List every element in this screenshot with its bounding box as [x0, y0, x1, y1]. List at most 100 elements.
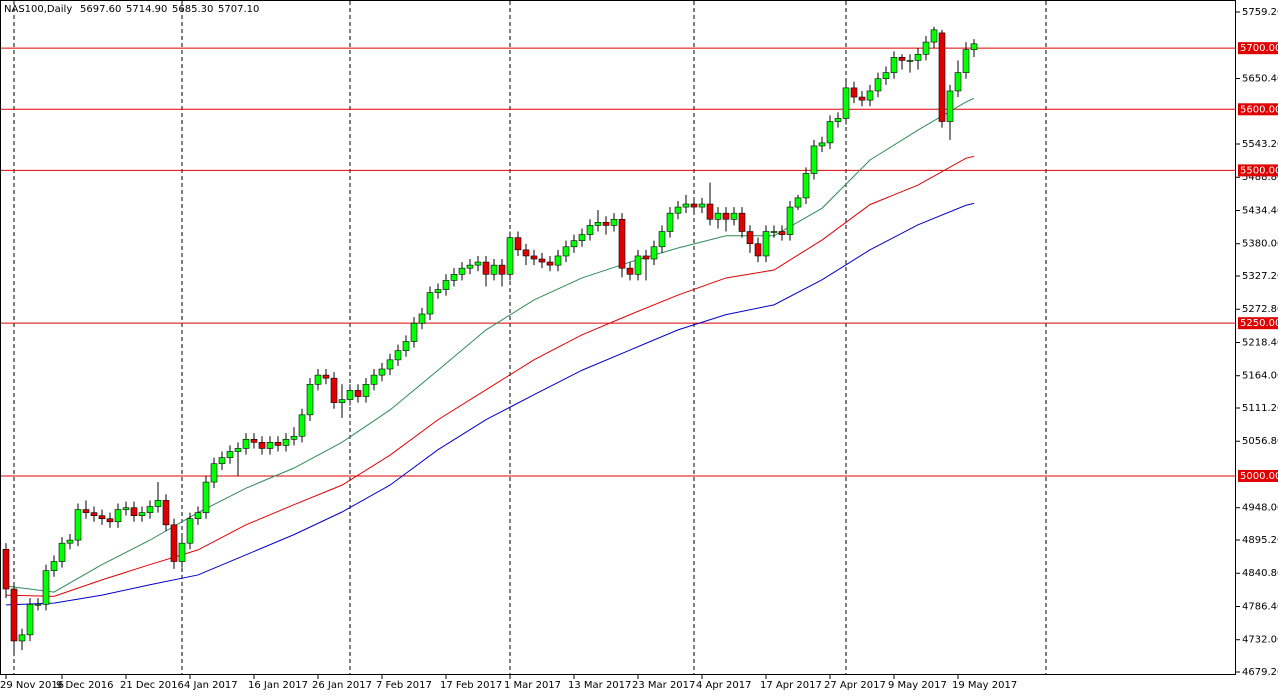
candle-body [690, 203, 698, 208]
candle-body [674, 206, 682, 214]
candle-body [122, 507, 130, 510]
y-tick-label: 4840.80 [1242, 568, 1278, 579]
x-tick-label: 29 Nov 2016 [0, 680, 64, 691]
candle-body [610, 218, 618, 226]
candle-body [506, 237, 514, 275]
candle-body [10, 588, 18, 642]
candle-body [794, 197, 802, 208]
candle-body [42, 570, 50, 605]
candle-body [770, 231, 778, 233]
candle-body [642, 255, 650, 260]
candle-body [322, 374, 330, 379]
candle-body [866, 90, 874, 101]
candle-body [74, 509, 82, 541]
candle-body [946, 90, 954, 122]
y-tick-label: 4786.40 [1242, 601, 1278, 612]
level-label: 5500.00 [1240, 165, 1278, 176]
candle-body [18, 634, 26, 642]
candle-body [826, 121, 834, 144]
candle-body [258, 442, 266, 449]
y-tick-label: 4895.20 [1242, 535, 1278, 546]
candle-body [970, 43, 978, 50]
candle-body [490, 264, 498, 275]
candle-body [522, 249, 530, 257]
candle-body [602, 222, 610, 226]
candle-body [210, 463, 218, 483]
header-text: 5685.30 [172, 4, 213, 15]
candle-body [346, 390, 354, 400]
candle-body [722, 212, 730, 220]
candle-body [2, 548, 10, 590]
candle-body [226, 451, 234, 458]
x-tick-label: 16 Jan 2017 [248, 680, 308, 691]
level-label: 5700.00 [1240, 43, 1278, 54]
candle-body [146, 506, 154, 513]
candle-body [138, 512, 146, 516]
candle-body [890, 57, 898, 73]
candle-body [338, 399, 346, 403]
candle-body [50, 561, 58, 571]
candle-body [658, 231, 666, 248]
candle-body [26, 603, 34, 636]
candle-body [498, 264, 506, 275]
candle-body [482, 261, 490, 275]
candle-body [178, 542, 186, 562]
candle-body [194, 512, 202, 520]
candle-body [746, 231, 754, 245]
candle-body [394, 350, 402, 361]
candle-body [402, 341, 410, 351]
candle-body [698, 203, 706, 208]
candle-body [762, 231, 770, 257]
candle-body [514, 237, 522, 251]
candle-body [90, 512, 98, 516]
candle-body [378, 368, 386, 376]
level-box [1238, 42, 1278, 55]
y-tick-label: 5111.20 [1242, 403, 1278, 414]
candle-body [186, 518, 194, 544]
y-tick-label: 5218.40 [1242, 337, 1278, 348]
candle-body [466, 264, 474, 269]
candle-body [298, 414, 306, 437]
candle-body [882, 72, 890, 80]
candle-body [354, 390, 362, 397]
candle-body [266, 442, 274, 449]
header-text: 5707.10 [218, 4, 259, 15]
candle-body [754, 243, 762, 257]
candle-body [106, 518, 114, 523]
moving-average [5, 202, 975, 606]
candle-body [874, 78, 882, 92]
candle-body [834, 118, 842, 122]
level-label: 5600.00 [1240, 104, 1278, 115]
candle-body [906, 60, 914, 62]
candle-body [850, 87, 858, 98]
level-box [1238, 469, 1278, 482]
candle-body [714, 212, 722, 220]
y-tick-label: 5543.20 [1242, 139, 1278, 150]
candle-body [914, 53, 922, 61]
candle-body [242, 438, 250, 449]
candle-body [306, 383, 314, 416]
level-label: 5000.00 [1240, 471, 1278, 482]
y-tick-label: 5056.80 [1242, 436, 1278, 447]
y-tick-label: 5488.80 [1242, 172, 1278, 183]
x-tick-label: 4 Jan 2017 [184, 680, 238, 691]
candle-body [82, 509, 90, 513]
header-text: NAS100,Daily [4, 4, 72, 15]
candle-body [442, 280, 450, 290]
candle-body [930, 29, 938, 43]
header-text: 5697.60 [80, 4, 121, 15]
level-box [1238, 103, 1278, 116]
y-tick-label: 5327.20 [1242, 271, 1278, 282]
level-label: 5250.00 [1240, 318, 1278, 329]
candle-body [594, 222, 602, 226]
candle-body [538, 258, 546, 263]
y-tick-label: 5650.40 [1242, 73, 1278, 84]
candle-body [418, 313, 426, 324]
candle-body [202, 481, 210, 513]
candle-body [434, 289, 442, 293]
candle-body [274, 442, 282, 446]
y-tick-label: 4948.00 [1242, 503, 1278, 514]
candle-body [386, 359, 394, 370]
x-tick-label: 23 Mar 2017 [632, 680, 695, 691]
candle-body [666, 212, 674, 232]
